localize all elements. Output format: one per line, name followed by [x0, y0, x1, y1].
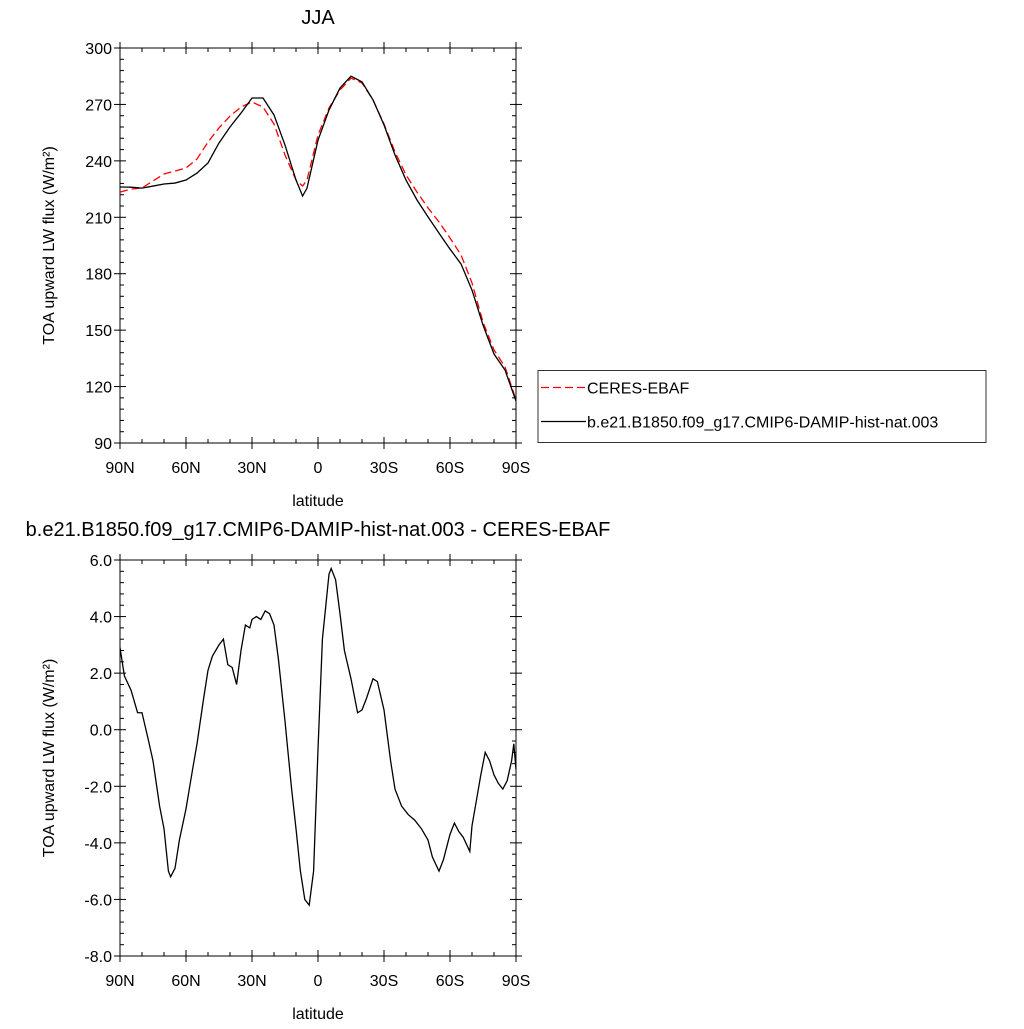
y-tick-label: -6.0 [84, 892, 112, 909]
y-tick-label: 0.0 [90, 723, 112, 740]
chart-title: b.e21.B1850.f09_g17.CMIP6-DAMIP-hist-nat… [26, 519, 611, 541]
y-axis-title: TOA upward LW flux (W/m²) [41, 659, 58, 858]
x-tick-label: 90N [105, 973, 134, 990]
legend-box [537, 370, 987, 443]
x-tick-label: 60N [171, 973, 200, 990]
x-tick-label: 60S [436, 973, 464, 990]
legend-label: b.e21.B1850.f09_g17.CMIP6-DAMIP-hist-nat… [587, 415, 938, 432]
x-tick-label: 30N [237, 460, 266, 477]
y-tick-label: -4.0 [84, 836, 112, 853]
y-tick-label: 240 [85, 154, 112, 171]
x-tick-label: 0 [314, 973, 323, 990]
x-tick-label: 60S [436, 460, 464, 477]
x-axis-title: latitude [292, 1006, 344, 1023]
x-tick-label: 90S [502, 973, 530, 990]
plot-frame [119, 47, 517, 444]
y-tick-label: 120 [85, 380, 112, 397]
y-tick-label: 4.0 [90, 610, 112, 627]
series-line [119, 75, 517, 402]
y-tick-label: 210 [85, 210, 112, 227]
x-tick-label: 30S [370, 460, 398, 477]
y-tick-label: 180 [85, 267, 112, 284]
x-tick-label: 0 [314, 460, 323, 477]
x-tick-label: 30S [370, 973, 398, 990]
legend-label: CERES-EBAF [587, 381, 689, 398]
x-axis-title: latitude [292, 493, 344, 510]
y-axis-title: TOA upward LW flux (W/m²) [41, 146, 58, 345]
y-tick-label: 300 [85, 41, 112, 58]
difference-line [119, 566, 517, 907]
x-tick-label: 30N [237, 973, 266, 990]
x-tick-label: 90S [502, 460, 530, 477]
y-tick-label: 90 [94, 436, 112, 453]
y-tick-label: 2.0 [90, 666, 112, 683]
y-tick-label: -8.0 [84, 949, 112, 966]
x-tick-label: 60N [171, 460, 200, 477]
chart-title: JJA [301, 7, 335, 29]
y-tick-label: 270 [85, 97, 112, 114]
y-tick-label: -2.0 [84, 779, 112, 796]
x-tick-label: 90N [105, 460, 134, 477]
plot-frame [119, 559, 517, 957]
y-tick-label: 6.0 [90, 553, 112, 570]
y-tick-label: 150 [85, 323, 112, 340]
series-line [119, 77, 517, 401]
